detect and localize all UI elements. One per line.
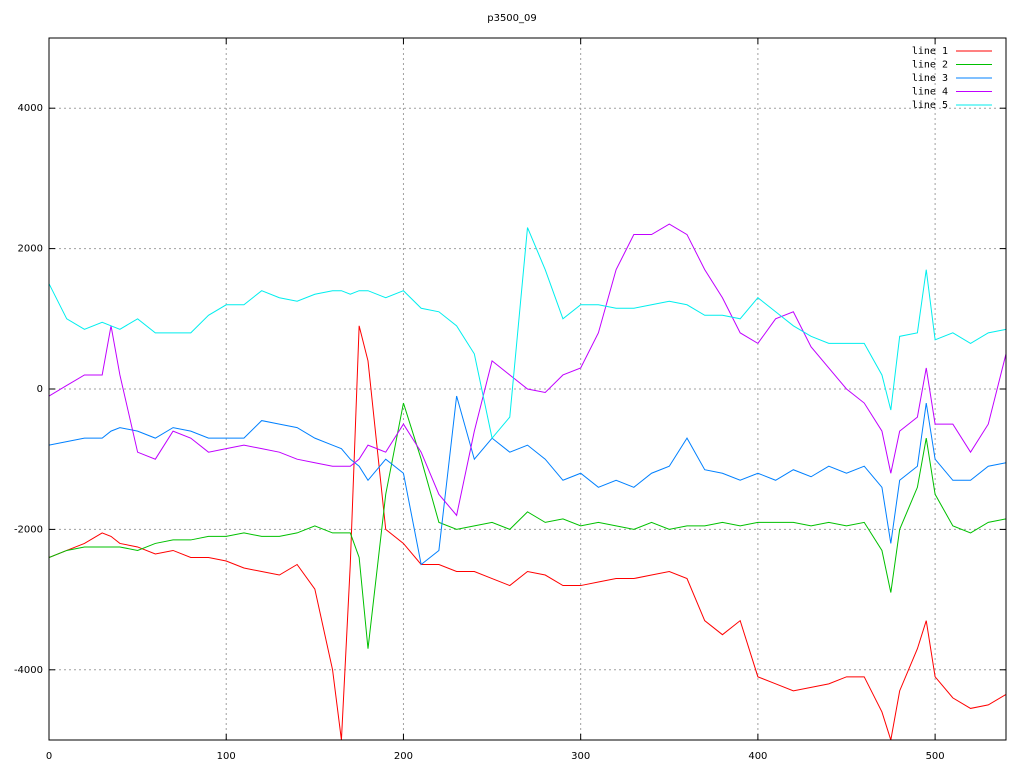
legend-label: line 1 [912, 46, 948, 57]
y-tick-label: -2000 [14, 524, 43, 535]
x-tick-label: 300 [571, 751, 590, 762]
data-line [49, 325, 1006, 740]
legend: line 1 line 2 line 3 line 4 line 5 [912, 46, 992, 111]
y-tick-label: -4000 [14, 665, 43, 676]
legend-label: line 4 [912, 87, 948, 98]
data-line [49, 395, 1006, 566]
y-tick-label: 0 [37, 384, 43, 395]
y-tick-label: 2000 [18, 244, 43, 255]
x-tick-label: 400 [748, 751, 767, 762]
data-line [49, 402, 1006, 649]
chart-title: p3500_09 [487, 13, 537, 24]
legend-label: line 5 [912, 100, 948, 111]
x-tick-label: 100 [217, 751, 236, 762]
x-tick-label: 200 [394, 751, 413, 762]
data-line [49, 223, 1006, 517]
legend-label: line 3 [912, 73, 948, 84]
y-tick-label: 4000 [18, 103, 43, 114]
x-tick-label: 500 [926, 751, 945, 762]
plot-lines [49, 223, 1006, 740]
plot-border [48, 37, 1007, 741]
legend-label: line 2 [912, 60, 948, 71]
x-tick-label: 0 [46, 751, 52, 762]
data-line [49, 227, 1006, 440]
